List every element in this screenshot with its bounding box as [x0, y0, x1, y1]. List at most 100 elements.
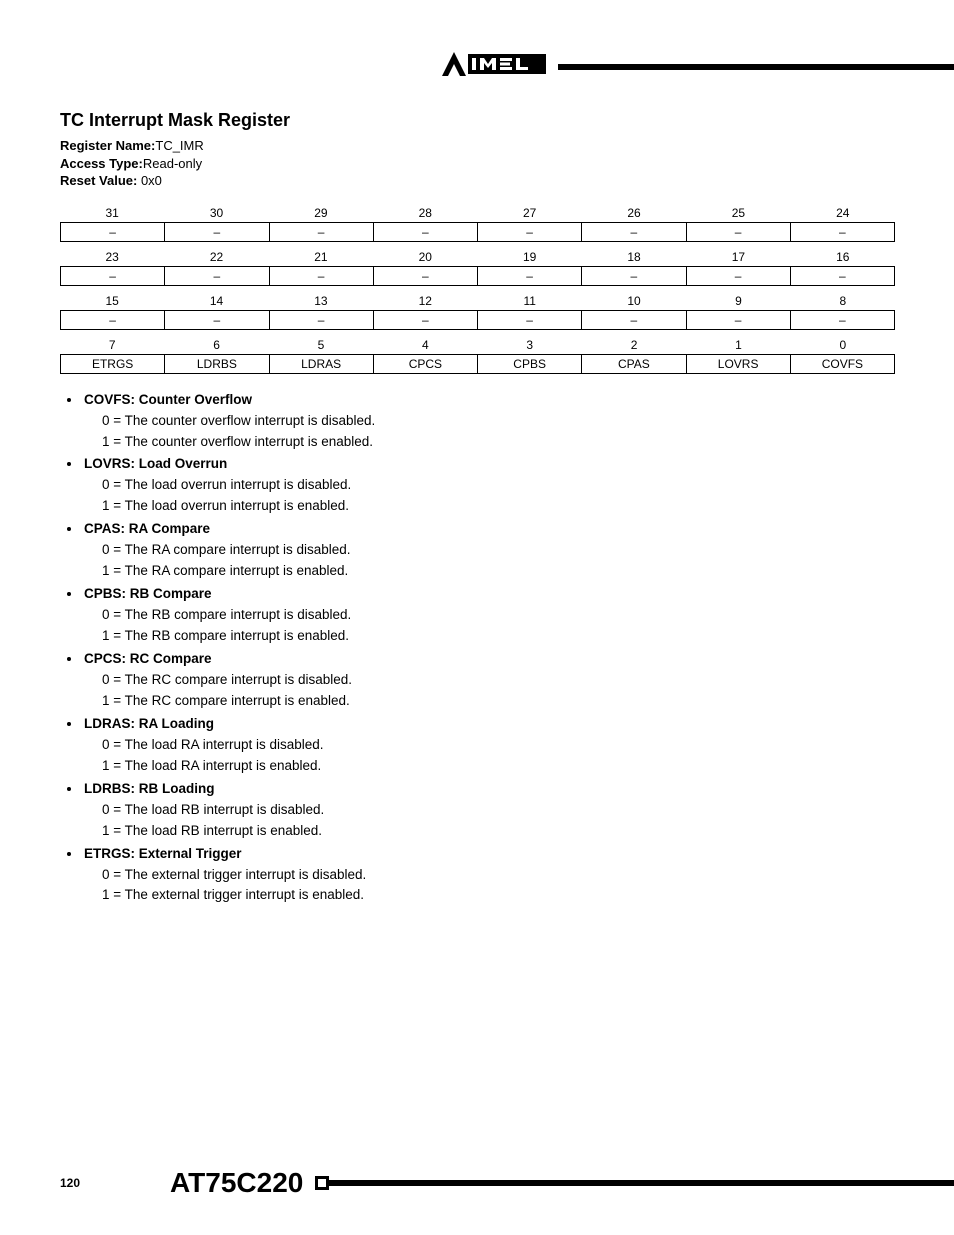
atmel-logo-icon — [440, 50, 550, 83]
bit-names: –––––––– — [60, 266, 895, 286]
header-rule — [558, 64, 954, 70]
field-line: 1 = The load RA interrupt is enabled. — [102, 756, 895, 777]
field-line: 1 = The external trigger interrupt is en… — [102, 885, 895, 906]
bit-number: 19 — [478, 248, 582, 266]
bit-number: 28 — [373, 204, 477, 222]
bit-row: 2322212019181716–––––––– — [60, 248, 895, 286]
bit-name: – — [61, 311, 165, 329]
bit-row: 15141312111098–––––––– — [60, 292, 895, 330]
bit-number: 22 — [164, 248, 268, 266]
bit-name: LDRBS — [165, 355, 269, 373]
page-header — [0, 50, 954, 83]
bit-name: – — [582, 311, 686, 329]
field-item: COVFS: Counter Overflow0 = The counter o… — [82, 392, 895, 453]
bit-number: 5 — [269, 336, 373, 354]
bit-numbers: 2322212019181716 — [60, 248, 895, 266]
field-title: CPAS: RA Compare — [84, 521, 895, 536]
field-item: LDRBS: RB Loading0 = The load RB interru… — [82, 781, 895, 842]
bit-number: 1 — [686, 336, 790, 354]
bit-number: 0 — [791, 336, 895, 354]
field-title: LDRAS: RA Loading — [84, 716, 895, 731]
field-line: 0 = The external trigger interrupt is di… — [102, 865, 895, 886]
bit-name: – — [687, 267, 791, 285]
bit-numbers: 15141312111098 — [60, 292, 895, 310]
field-line: 0 = The RB compare interrupt is disabled… — [102, 605, 895, 626]
bit-name: CPAS — [582, 355, 686, 373]
reset-value-value: 0x0 — [137, 173, 162, 188]
register-name-label: Register Name: — [60, 138, 155, 153]
field-line: 0 = The RC compare interrupt is disabled… — [102, 670, 895, 691]
bit-name: CPCS — [374, 355, 478, 373]
page-number: 120 — [60, 1176, 80, 1190]
field-item: CPCS: RC Compare0 = The RC compare inter… — [82, 651, 895, 712]
field-item: CPAS: RA Compare0 = The RA compare inter… — [82, 521, 895, 582]
bit-name: – — [791, 223, 894, 241]
bit-name: – — [478, 311, 582, 329]
bit-number: 4 — [373, 336, 477, 354]
field-item: ETRGS: External Trigger 0 = The external … — [82, 846, 895, 907]
bit-name: – — [687, 223, 791, 241]
bit-name: LOVRS — [687, 355, 791, 373]
bit-number: 17 — [686, 248, 790, 266]
bit-field-table: 3130292827262524–––––––– 2322212019181716… — [60, 204, 895, 374]
bit-names: –––––––– — [60, 310, 895, 330]
bit-number: 30 — [164, 204, 268, 222]
field-line: 0 = The load overrun interrupt is disabl… — [102, 475, 895, 496]
bit-name: LDRAS — [270, 355, 374, 373]
bit-name: – — [61, 267, 165, 285]
field-title: LOVRS: Load Overrun — [84, 456, 895, 471]
bit-name: – — [791, 311, 894, 329]
bit-name: – — [165, 311, 269, 329]
register-name-value: TC_IMR — [155, 138, 203, 153]
bit-name: – — [791, 267, 894, 285]
bit-number: 7 — [60, 336, 164, 354]
access-type-value: Read-only — [143, 156, 202, 171]
access-type-label: Access Type: — [60, 156, 143, 171]
register-title: TC Interrupt Mask Register — [60, 110, 895, 131]
access-type-line: Access Type:Read-only — [60, 155, 895, 173]
bit-number: 31 — [60, 204, 164, 222]
bit-number: 21 — [269, 248, 373, 266]
bit-name: – — [270, 223, 374, 241]
bit-number: 25 — [686, 204, 790, 222]
field-line: 1 = The RA compare interrupt is enabled. — [102, 561, 895, 582]
bit-name: – — [687, 311, 791, 329]
field-title: ETRGS: External Trigger — [84, 846, 895, 861]
field-item: LDRAS: RA Loading 0 = The load RA interru… — [82, 716, 895, 777]
page-content: TC Interrupt Mask Register Register Name… — [60, 110, 895, 910]
bit-number: 10 — [582, 292, 686, 310]
field-title: COVFS: Counter Overflow — [84, 392, 895, 407]
field-line: 0 = The load RA interrupt is disabled. — [102, 735, 895, 756]
footer-box-icon — [315, 1176, 329, 1190]
bit-names: –––––––– — [60, 222, 895, 242]
bit-number: 14 — [164, 292, 268, 310]
bit-row: 76543210ETRGSLDRBSLDRASCPCSCPBSCPASLOVRS… — [60, 336, 895, 374]
page-footer: 120 AT75C220 — [0, 1167, 954, 1199]
field-line: 1 = The load RB interrupt is enabled. — [102, 821, 895, 842]
bit-name: ETRGS — [61, 355, 165, 373]
chip-name: AT75C220 — [170, 1167, 303, 1199]
bit-row: 3130292827262524–––––––– — [60, 204, 895, 242]
bit-number: 12 — [373, 292, 477, 310]
bit-number: 23 — [60, 248, 164, 266]
bit-number: 18 — [582, 248, 686, 266]
bit-names: ETRGSLDRBSLDRASCPCSCPBSCPASLOVRSCOVFS — [60, 354, 895, 374]
field-line: 1 = The load overrun interrupt is enable… — [102, 496, 895, 517]
field-title: LDRBS: RB Loading — [84, 781, 895, 796]
field-title: CPBS: RB Compare — [84, 586, 895, 601]
bit-name: – — [582, 267, 686, 285]
bit-name: – — [61, 223, 165, 241]
bit-number: 15 — [60, 292, 164, 310]
bit-name: – — [374, 223, 478, 241]
bit-number: 27 — [478, 204, 582, 222]
bit-name: COVFS — [791, 355, 894, 373]
bit-number: 9 — [686, 292, 790, 310]
bit-number: 8 — [791, 292, 895, 310]
bit-name: – — [270, 267, 374, 285]
field-item: CPBS: RB Compare 0 = The RB compare inter… — [82, 586, 895, 647]
field-item: LOVRS: Load Overrun 0 = The load overrun … — [82, 456, 895, 517]
bit-name: CPBS — [478, 355, 582, 373]
bit-name: – — [165, 267, 269, 285]
bit-name: – — [374, 311, 478, 329]
field-line: 1 = The RC compare interrupt is enabled. — [102, 691, 895, 712]
